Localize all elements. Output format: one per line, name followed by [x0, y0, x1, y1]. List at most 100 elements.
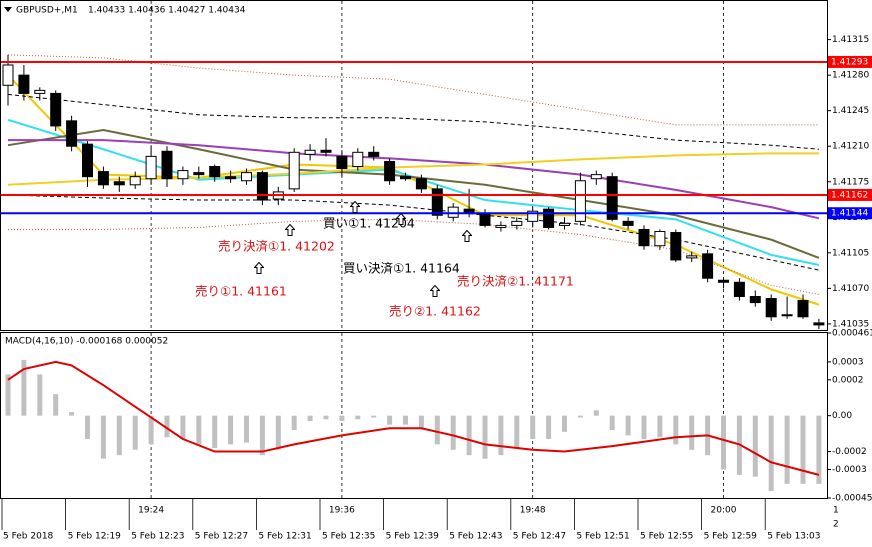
- arrow: [430, 285, 440, 297]
- candle-body: [718, 279, 729, 283]
- candle-body: [622, 220, 634, 226]
- candle-body: [431, 188, 443, 216]
- histogram-bar: [498, 415, 504, 456]
- time-label: 19:24: [138, 506, 164, 516]
- candle-body: [415, 178, 427, 190]
- price-level-box: [828, 55, 872, 68]
- histogram-bar: [689, 415, 695, 450]
- candle-body: [304, 149, 316, 155]
- y-tick-label: 1.41105: [832, 248, 869, 258]
- chart-subtitle: 1.40433 1.40436 1.40427 1.40434: [88, 6, 246, 16]
- y-tick-label: 1.41035: [832, 319, 869, 329]
- candle-body: [797, 300, 809, 318]
- candle-body: [543, 208, 555, 228]
- histogram-bar: [212, 415, 218, 448]
- histogram-bar: [164, 415, 170, 438]
- histogram-bar: [625, 415, 631, 436]
- x-tick-label: 5 Feb 12:27: [195, 532, 248, 542]
- histogram-bar: [85, 415, 90, 439]
- arrow: [254, 262, 264, 274]
- histogram-bar: [116, 415, 122, 456]
- candle-body: [495, 224, 507, 228]
- macd-pane: [0, 332, 828, 499]
- candle-body: [447, 206, 459, 218]
- candle-body: [145, 155, 157, 180]
- pane-number: 2: [833, 520, 839, 530]
- histogram-bar: [752, 415, 758, 477]
- candle-body: [733, 281, 745, 297]
- histogram-bar: [275, 415, 281, 450]
- histogram-bar: [244, 415, 249, 443]
- histogram-bar: [673, 415, 679, 445]
- candle-body: [686, 255, 698, 259]
- candle-body: [161, 150, 173, 180]
- x-tick-label: 5 Feb 12:19: [68, 532, 122, 542]
- histogram-bar: [593, 410, 599, 416]
- time-label: 20:00: [711, 506, 737, 516]
- histogram-bar: [450, 415, 456, 450]
- chart-title: GBPUSD+,M1: [16, 6, 78, 16]
- x-tick-label: 5 Feb 12:51: [576, 532, 629, 542]
- histogram-bar: [816, 415, 822, 484]
- price-level-label: 1.41144: [831, 209, 868, 219]
- histogram-bar: [514, 415, 520, 448]
- candle-body: [50, 92, 62, 127]
- histogram-bar: [5, 374, 11, 416]
- histogram-bar: [546, 415, 552, 439]
- histogram-bar: [530, 415, 536, 439]
- candle-body: [781, 314, 793, 317]
- x-tick-label: 5 Feb 12:35: [322, 532, 375, 542]
- histogram-bar: [387, 415, 393, 425]
- candle-body: [654, 231, 666, 247]
- candle-body: [113, 181, 125, 186]
- x-tick-label: 5 Feb 12:23: [131, 532, 184, 542]
- x-tick-label: 5 Feb 12:59: [704, 532, 758, 542]
- candle-body: [320, 149, 332, 153]
- histogram-bar: [180, 415, 186, 439]
- histogram-bar: [768, 415, 774, 492]
- histogram-bar: [784, 415, 790, 484]
- price-level-box: [828, 207, 872, 220]
- candle-body: [638, 228, 650, 247]
- histogram-bar: [562, 415, 567, 432]
- candle-body: [559, 222, 570, 226]
- histogram-bar: [800, 415, 806, 484]
- main-pane: [0, 0, 828, 331]
- candle-body: [670, 232, 682, 261]
- histogram-bar: [434, 415, 440, 445]
- histogram-bar: [37, 374, 43, 416]
- candle-body: [34, 89, 46, 94]
- indicator-line: [8, 139, 820, 220]
- candle-body: [749, 295, 761, 304]
- histogram-bar: [100, 415, 106, 459]
- x-tick-label: 5 Feb 13:03: [767, 532, 820, 542]
- indicator-line: [7, 54, 819, 126]
- candle-body: [574, 180, 586, 222]
- histogram-bar: [196, 415, 202, 445]
- menu-icon[interactable]: [4, 7, 12, 12]
- annotation: 売り①1. 41161: [195, 284, 287, 299]
- candle-body: [97, 171, 109, 186]
- candle-body: [177, 170, 189, 180]
- candle-body: [400, 176, 411, 180]
- y-tick-label: 1.41315: [832, 35, 869, 45]
- x-tick-label: 5 Feb 2018: [3, 532, 54, 542]
- x-tick-label: 5 Feb 12:39: [386, 532, 440, 542]
- time-label: 19:48: [520, 506, 546, 516]
- candle-body: [336, 155, 348, 170]
- y-tick-label: 0.0002: [832, 375, 864, 385]
- histogram-bar: [339, 415, 345, 422]
- y-tick-label: 0.0003: [832, 357, 864, 367]
- indicator-line: [7, 128, 820, 259]
- histogram-bar: [148, 415, 154, 445]
- y-tick-label: 1.41245: [832, 106, 869, 116]
- candle-body: [18, 74, 30, 94]
- indicator-line: [7, 194, 820, 271]
- histogram-bar: [371, 415, 377, 418]
- arrow: [285, 224, 295, 236]
- y-tick-label: 1.41070: [832, 284, 869, 294]
- arrow: [462, 230, 472, 242]
- histogram-bar: [228, 415, 234, 445]
- y-tick-label: -0.000459: [832, 494, 872, 504]
